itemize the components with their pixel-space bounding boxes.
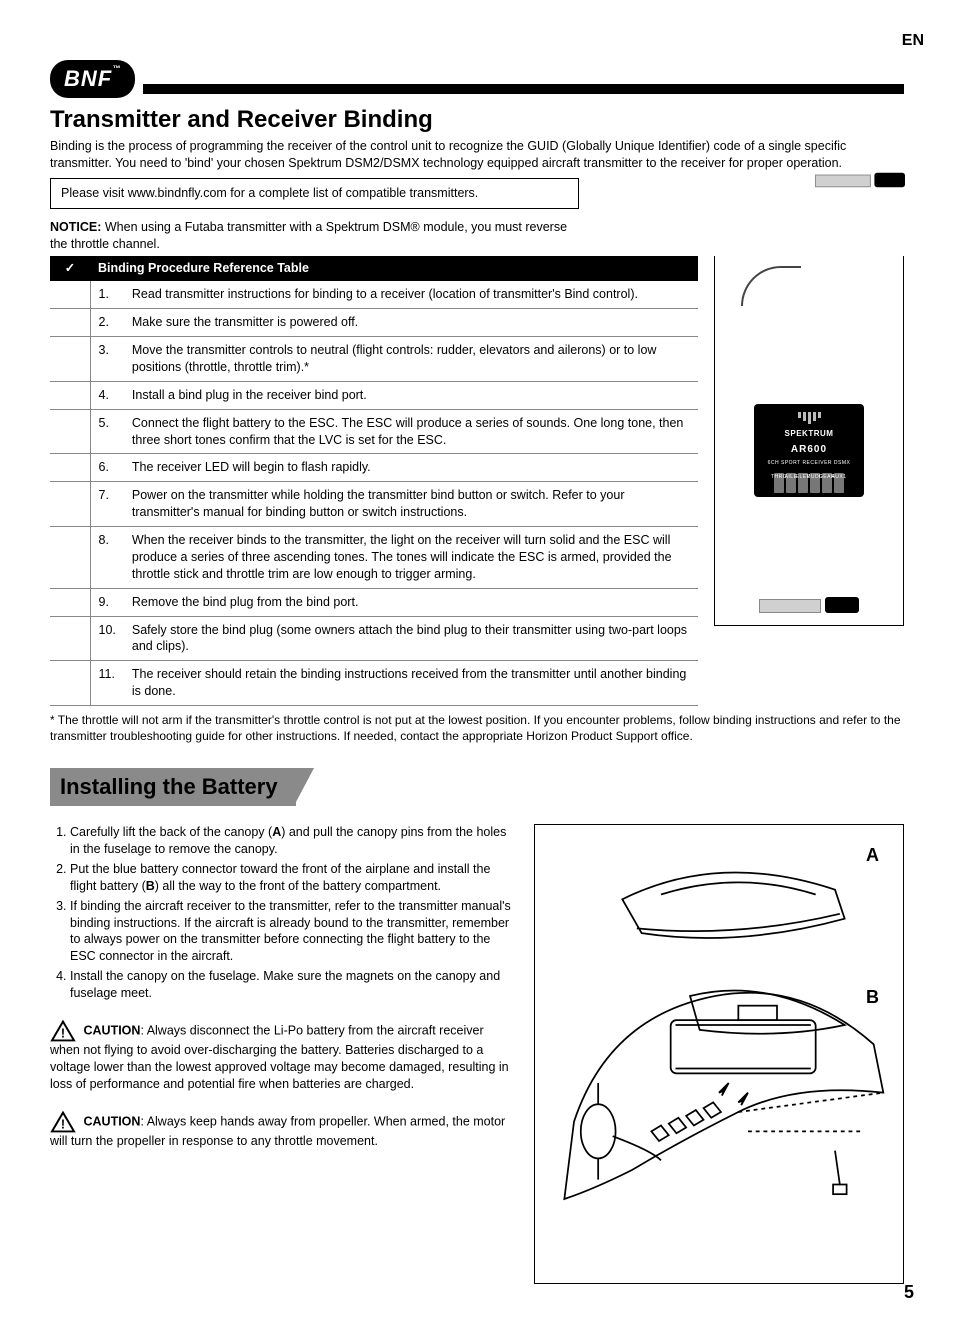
language-tag: EN <box>902 30 924 52</box>
check-cell <box>50 409 90 454</box>
table-row: 7.Power on the transmitter while holding… <box>50 482 698 527</box>
check-cell <box>50 309 90 337</box>
check-cell <box>50 661 90 706</box>
binding-procedure-table: ✓ Binding Procedure Reference Table 1.Re… <box>50 256 698 706</box>
bind-plug-top-illustration <box>815 171 905 189</box>
step-number: 5. <box>90 409 124 454</box>
check-cell <box>50 337 90 382</box>
section1-title: Transmitter and Receiver Binding <box>50 104 904 136</box>
step-text: Power on the transmitter while holding t… <box>124 482 698 527</box>
step-text: When the receiver binds to the transmitt… <box>124 527 698 589</box>
receiver-pin: AILE <box>786 473 796 493</box>
receiver-illustration-panel: SPEKTRUM AR600 6CH SPORT RECEIVER DSMX T… <box>714 256 904 626</box>
caution-block-2: ! CAUTION: Always keep hands away from p… <box>50 1111 514 1150</box>
signal-bars-icon <box>798 412 821 424</box>
notice-text: When using a Futaba transmitter with a S… <box>50 220 567 251</box>
header-divider <box>143 84 904 94</box>
diagram-label-b: B <box>866 985 879 1009</box>
svg-text:!: ! <box>61 1117 65 1131</box>
bind-plug-bottom-illustration <box>759 595 859 615</box>
table-row: 2.Make sure the transmitter is powered o… <box>50 309 698 337</box>
aircraft-svg <box>545 835 893 1273</box>
step-number: 9. <box>90 588 124 616</box>
step-number: 7. <box>90 482 124 527</box>
table-row: 11.The receiver should retain the bindin… <box>50 661 698 706</box>
step-text: Connect the flight battery to the ESC. T… <box>124 409 698 454</box>
step-number: 6. <box>90 454 124 482</box>
warning-icon: ! <box>50 1020 76 1042</box>
check-cell <box>50 281 90 308</box>
notice-label: NOTICE: <box>50 220 101 234</box>
section1-intro: Binding is the process of programming th… <box>50 138 904 172</box>
receiver-subtitle: 6CH SPORT RECEIVER DSMX <box>768 460 851 467</box>
step-text: Safely store the bind plug (some owners … <box>124 616 698 661</box>
table-row: 4.Install a bind plug in the receiver bi… <box>50 381 698 409</box>
list-item: Install the canopy on the fuselage. Make… <box>70 968 514 1002</box>
install-steps-list: Carefully lift the back of the canopy (A… <box>50 824 514 1002</box>
step-number: 11. <box>90 661 124 706</box>
visit-note-box: Please visit www.bindnfly.com for a comp… <box>50 178 579 209</box>
step-number: 8. <box>90 527 124 589</box>
bnf-logo: BNF™ <box>50 60 135 98</box>
table-row: 3.Move the transmitter controls to neutr… <box>50 337 698 382</box>
receiver-pin: THRO <box>774 473 784 493</box>
table-row: 9.Remove the bind plug from the bind por… <box>50 588 698 616</box>
svg-text:!: ! <box>61 1026 65 1040</box>
logo-text: BNF <box>64 66 112 91</box>
check-cell <box>50 454 90 482</box>
step-number: 10. <box>90 616 124 661</box>
check-cell <box>50 616 90 661</box>
check-cell <box>50 482 90 527</box>
step-number: 2. <box>90 309 124 337</box>
caution2-label: CAUTION <box>83 1114 140 1128</box>
table-row: 1.Read transmitter instructions for bind… <box>50 281 698 308</box>
table-row: 6.The receiver LED will begin to flash r… <box>50 454 698 482</box>
receiver-model: AR600 <box>791 443 827 457</box>
diagram-label-a: A <box>866 843 879 867</box>
receiver-brand: SPEKTRUM <box>785 429 834 440</box>
receiver-pins: THROAILEELEVRUDDGEARAUX1 <box>774 473 844 493</box>
page-number: 5 <box>904 1280 914 1304</box>
step-text: The receiver should retain the binding i… <box>124 661 698 706</box>
step-text: Install a bind plug in the receiver bind… <box>124 381 698 409</box>
receiver-body: SPEKTRUM AR600 6CH SPORT RECEIVER DSMX T… <box>754 404 864 497</box>
check-cell <box>50 381 90 409</box>
caution1-label: CAUTION <box>83 1023 140 1037</box>
table-row: 8.When the receiver binds to the transmi… <box>50 527 698 589</box>
step-number: 1. <box>90 281 124 308</box>
list-item: Put the blue battery connector toward th… <box>70 861 514 895</box>
aircraft-diagram: A B <box>534 824 904 1284</box>
table-row: 5.Connect the flight battery to the ESC.… <box>50 409 698 454</box>
check-cell <box>50 588 90 616</box>
receiver-wire <box>741 266 801 306</box>
receiver-pin: AUX1 <box>834 473 844 493</box>
warning-icon: ! <box>50 1111 76 1133</box>
table-row: 10.Safely store the bind plug (some owne… <box>50 616 698 661</box>
logo-tm: ™ <box>112 64 121 73</box>
notice-line: NOTICE: When using a Futaba transmitter … <box>50 219 579 253</box>
step-text: Move the transmitter controls to neutral… <box>124 337 698 382</box>
section2-title: Installing the Battery <box>50 768 296 806</box>
list-item: If binding the aircraft receiver to the … <box>70 898 514 966</box>
step-text: Make sure the transmitter is powered off… <box>124 309 698 337</box>
caution-block-1: ! CAUTION: Always disconnect the Li-Po b… <box>50 1020 514 1093</box>
check-cell <box>50 527 90 589</box>
step-text: The receiver LED will begin to flash rap… <box>124 454 698 482</box>
step-text: Remove the bind plug from the bind port. <box>124 588 698 616</box>
step-number: 4. <box>90 381 124 409</box>
step-number: 3. <box>90 337 124 382</box>
list-item: Carefully lift the back of the canopy (A… <box>70 824 514 858</box>
table-title: Binding Procedure Reference Table <box>90 256 698 281</box>
binding-footnote: * The throttle will not arm if the trans… <box>50 712 904 744</box>
col-check: ✓ <box>50 256 90 281</box>
step-text: Read transmitter instructions for bindin… <box>124 281 698 308</box>
